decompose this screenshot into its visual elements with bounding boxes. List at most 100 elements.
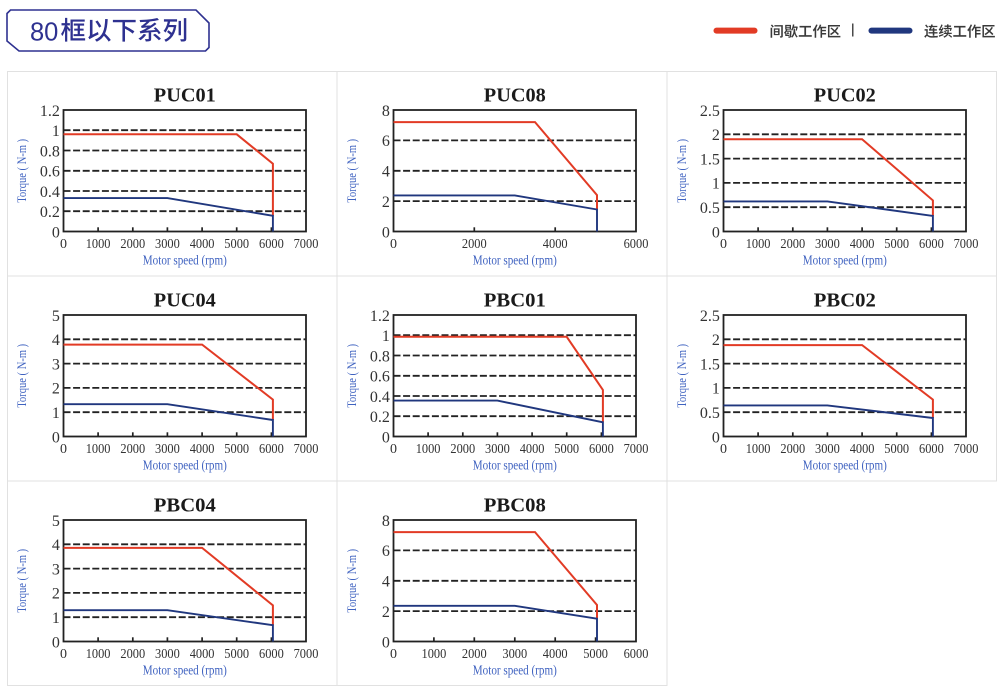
svg-text:0.2: 0.2 — [370, 409, 390, 426]
svg-text:0: 0 — [52, 634, 60, 651]
svg-text:Torque ( N-m ): Torque ( N-m ) — [675, 344, 689, 408]
svg-text:0.5: 0.5 — [700, 405, 720, 422]
svg-text:2000: 2000 — [120, 442, 145, 457]
svg-text:Torque ( N-m ): Torque ( N-m ) — [345, 344, 359, 408]
svg-text:0: 0 — [390, 442, 397, 457]
svg-text:0: 0 — [60, 442, 67, 457]
svg-text:8: 8 — [382, 103, 390, 120]
svg-text:6000: 6000 — [259, 647, 284, 662]
svg-text:1: 1 — [382, 328, 390, 345]
svg-text:3000: 3000 — [155, 442, 180, 457]
svg-text:1000: 1000 — [422, 647, 447, 662]
svg-text:3000: 3000 — [815, 442, 840, 457]
svg-text:0: 0 — [390, 237, 397, 252]
svg-text:5000: 5000 — [224, 237, 249, 252]
svg-text:0.4: 0.4 — [370, 389, 390, 406]
svg-text:Motor speed (rpm): Motor speed (rpm) — [143, 662, 227, 677]
svg-text:2000: 2000 — [450, 442, 475, 457]
svg-text:2000: 2000 — [120, 237, 145, 252]
svg-text:2000: 2000 — [780, 442, 805, 457]
svg-text:2.5: 2.5 — [700, 103, 720, 120]
svg-text:6000: 6000 — [589, 442, 614, 457]
svg-text:7000: 7000 — [294, 237, 319, 252]
svg-text:2.5: 2.5 — [700, 308, 720, 325]
svg-text:4000: 4000 — [190, 237, 215, 252]
svg-text:6000: 6000 — [919, 237, 944, 252]
svg-text:1.5: 1.5 — [700, 151, 720, 168]
svg-text:80: 80 — [30, 19, 58, 47]
svg-text:2000: 2000 — [462, 647, 487, 662]
svg-text:2: 2 — [52, 586, 60, 603]
svg-text:1: 1 — [52, 123, 60, 140]
svg-text:6: 6 — [382, 543, 390, 560]
svg-text:6000: 6000 — [259, 442, 284, 457]
svg-text:1000: 1000 — [86, 442, 111, 457]
svg-text:5000: 5000 — [224, 647, 249, 662]
svg-text:1: 1 — [712, 176, 720, 193]
svg-text:2000: 2000 — [462, 237, 487, 252]
svg-text:5000: 5000 — [583, 647, 608, 662]
svg-text:0.8: 0.8 — [370, 348, 390, 365]
svg-text:1000: 1000 — [86, 237, 111, 252]
svg-text:PBC04: PBC04 — [154, 495, 216, 516]
svg-text:1.2: 1.2 — [370, 308, 390, 325]
svg-text:0: 0 — [52, 429, 60, 446]
svg-text:1000: 1000 — [86, 647, 111, 662]
svg-text:1.2: 1.2 — [40, 103, 60, 120]
svg-text:Motor speed (rpm): Motor speed (rpm) — [803, 252, 887, 267]
svg-text:Torque ( N-m ): Torque ( N-m ) — [675, 139, 689, 203]
svg-text:4: 4 — [382, 574, 390, 591]
svg-text:Motor speed (rpm): Motor speed (rpm) — [473, 252, 557, 267]
svg-text:6: 6 — [382, 133, 390, 150]
svg-text:7000: 7000 — [954, 237, 979, 252]
svg-text:3000: 3000 — [815, 237, 840, 252]
svg-text:1000: 1000 — [746, 237, 771, 252]
svg-text:PUC01: PUC01 — [154, 85, 216, 106]
svg-text:6000: 6000 — [259, 237, 284, 252]
svg-text:PUC08: PUC08 — [484, 85, 546, 106]
svg-text:5000: 5000 — [554, 442, 579, 457]
svg-text:3: 3 — [52, 356, 60, 373]
svg-text:2: 2 — [382, 604, 390, 621]
svg-text:7000: 7000 — [954, 442, 979, 457]
svg-text:6000: 6000 — [624, 647, 649, 662]
svg-text:2: 2 — [382, 194, 390, 211]
svg-text:5: 5 — [52, 513, 60, 530]
svg-text:1: 1 — [712, 381, 720, 398]
svg-text:PBC01: PBC01 — [484, 290, 546, 311]
svg-text:3000: 3000 — [155, 647, 180, 662]
svg-text:6000: 6000 — [624, 237, 649, 252]
svg-text:0: 0 — [720, 237, 727, 252]
svg-text:4000: 4000 — [520, 442, 545, 457]
svg-text:0: 0 — [712, 429, 720, 446]
svg-text:4: 4 — [52, 332, 60, 349]
svg-text:0.2: 0.2 — [40, 204, 60, 221]
svg-text:2000: 2000 — [120, 647, 145, 662]
svg-text:PUC04: PUC04 — [154, 290, 216, 311]
svg-text:0: 0 — [712, 224, 720, 241]
svg-text:5000: 5000 — [224, 442, 249, 457]
svg-text:Motor speed (rpm): Motor speed (rpm) — [473, 457, 557, 472]
svg-text:PBC08: PBC08 — [484, 495, 546, 516]
svg-text:0: 0 — [382, 429, 390, 446]
svg-text:4000: 4000 — [850, 237, 875, 252]
svg-text:7000: 7000 — [624, 442, 649, 457]
svg-text:3000: 3000 — [485, 442, 510, 457]
svg-text:6000: 6000 — [919, 442, 944, 457]
svg-text:4000: 4000 — [190, 647, 215, 662]
svg-text:3000: 3000 — [155, 237, 180, 252]
svg-text:Motor speed (rpm): Motor speed (rpm) — [143, 252, 227, 267]
svg-text:0: 0 — [720, 442, 727, 457]
svg-text:Torque ( N-m ): Torque ( N-m ) — [345, 139, 359, 203]
svg-text:0.5: 0.5 — [700, 200, 720, 217]
svg-text:PUC02: PUC02 — [814, 85, 876, 106]
svg-text:0: 0 — [60, 237, 67, 252]
svg-text:0.4: 0.4 — [40, 184, 60, 201]
svg-text:2: 2 — [712, 332, 720, 349]
svg-text:7000: 7000 — [294, 442, 319, 457]
svg-text:4000: 4000 — [543, 237, 568, 252]
svg-text:4000: 4000 — [543, 647, 568, 662]
svg-text:0: 0 — [60, 647, 67, 662]
svg-text:0.6: 0.6 — [370, 369, 390, 386]
svg-text:1000: 1000 — [746, 442, 771, 457]
